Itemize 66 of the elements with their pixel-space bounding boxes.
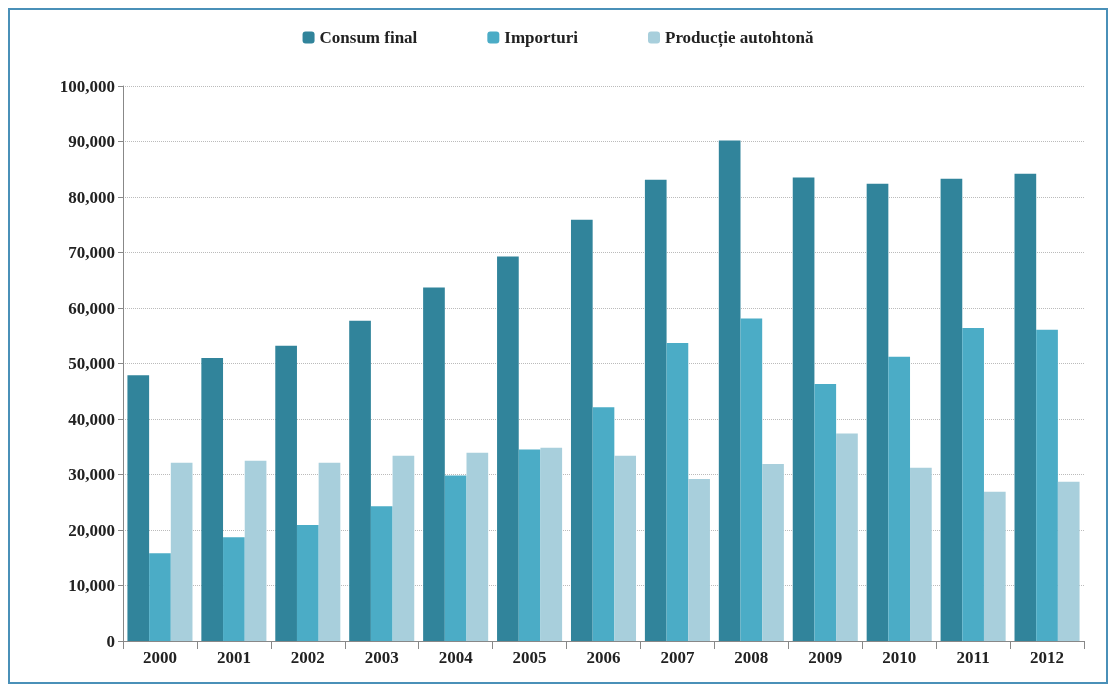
x-tick-label: 2003 (364, 648, 399, 667)
bar (444, 475, 467, 641)
bar (1014, 173, 1037, 641)
bar (127, 375, 150, 641)
bar (497, 256, 519, 641)
bar (888, 356, 911, 641)
x-tick-label: 2002 (290, 648, 325, 667)
bar (644, 179, 667, 641)
bar (570, 219, 593, 641)
y-tick-label: 20,000 (68, 520, 115, 540)
bar (170, 462, 193, 641)
bar (1036, 329, 1058, 641)
y-tick-label: 100,000 (59, 76, 115, 96)
y-tick-label: 80,000 (68, 187, 115, 207)
bar (740, 318, 763, 641)
bar (792, 177, 815, 641)
bar (666, 342, 689, 641)
y-tick-label: 60,000 (68, 298, 115, 318)
y-tick-label: 10,000 (68, 576, 115, 595)
bar (244, 460, 267, 641)
y-tick-label: 50,000 (68, 354, 115, 373)
bar (718, 140, 741, 641)
x-tick-label: 2005 (512, 648, 547, 667)
bar (962, 327, 984, 641)
x-tick-label: 2012 (1030, 648, 1065, 667)
legend-label: Producție autohtonă (665, 28, 814, 48)
bar (201, 357, 224, 641)
y-tick-label: 30,000 (68, 465, 115, 484)
bar (762, 463, 784, 641)
y-tick-label: 40,000 (68, 409, 115, 429)
bar (814, 384, 837, 641)
bar (688, 478, 710, 641)
bar (423, 287, 445, 641)
bar (370, 506, 393, 641)
legend-label: Consum final (319, 28, 418, 47)
bar (866, 183, 889, 641)
y-tick-label: 90,000 (68, 132, 115, 151)
bar (540, 447, 563, 641)
bar (614, 455, 637, 641)
bar (1057, 481, 1080, 641)
bar (518, 449, 541, 641)
bar (940, 178, 963, 641)
bar (149, 553, 171, 641)
bar (592, 407, 615, 641)
bar (296, 525, 319, 641)
y-tick-label: 70,000 (68, 243, 115, 262)
x-tick-label: 2006 (586, 648, 621, 667)
y-tick-label: 0 (106, 631, 115, 651)
x-tick-label: 2001 (216, 648, 251, 667)
x-tick-label: 2009 (808, 648, 843, 667)
bar (466, 452, 489, 641)
bar (983, 491, 1006, 641)
bar (392, 455, 415, 641)
bar (349, 320, 371, 641)
legend-label: Importuri (504, 28, 579, 47)
x-tick-label: 2007 (660, 648, 695, 667)
bar (318, 462, 341, 641)
bar (275, 345, 297, 641)
bar (223, 537, 245, 641)
x-tick-label: 2011 (956, 648, 990, 667)
x-tick-label: 2010 (882, 648, 917, 667)
x-tick-label: 2000 (142, 648, 177, 667)
bar (836, 433, 858, 641)
x-tick-label: 2008 (734, 648, 769, 667)
bar (910, 467, 932, 641)
x-tick-label: 2004 (438, 648, 474, 667)
